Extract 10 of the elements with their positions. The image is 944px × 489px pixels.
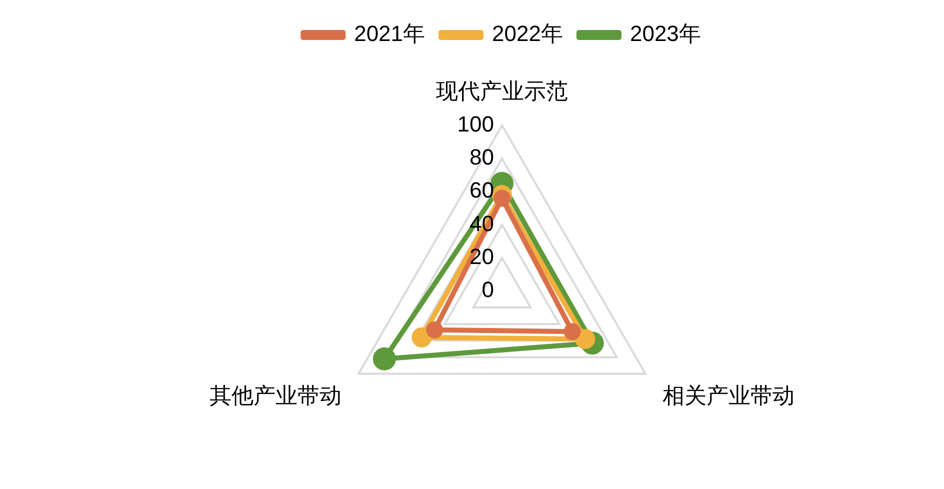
y-tick-label: 80 (470, 144, 494, 170)
legend-label: 2021年 (354, 21, 426, 46)
legend-label: 2022年 (492, 21, 563, 46)
legend-label: 2023年 (630, 21, 701, 46)
y-tick-label: 100 (457, 111, 494, 136)
y-tick-label: 40 (470, 210, 494, 236)
y-tick-label: 0 (482, 277, 494, 302)
spoke-label: 其他产业带动 (209, 383, 342, 408)
spoke-label: 相关产业带动 (662, 383, 795, 408)
spoke-label: 现代产业示范 (436, 78, 568, 104)
